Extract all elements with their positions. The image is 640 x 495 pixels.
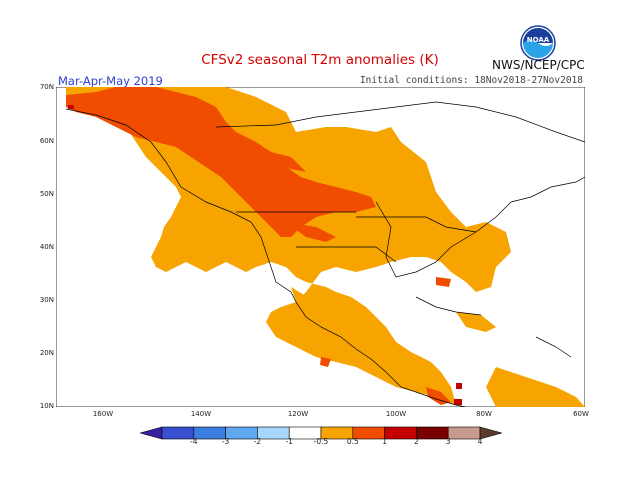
lon-label-120w: 120W — [287, 410, 309, 418]
agency-label: NWS/NCEP/CPC — [492, 58, 585, 72]
colorbar-tick-label: 2 — [414, 437, 419, 446]
colorbar-seg-highest — [479, 426, 502, 440]
lat-label-20n: 20N — [39, 349, 54, 357]
colorbar-tick-label: -1 — [285, 437, 293, 446]
colorbar — [140, 426, 502, 440]
anomaly-region-1-2 — [66, 87, 451, 405]
lon-label-140w: 140W — [190, 410, 212, 418]
initial-conditions-label: Initial conditions: 18Nov2018-27Nov2018 — [359, 75, 583, 86]
lat-label-10n: 10N — [39, 402, 54, 410]
svg-text:NOAA: NOAA — [527, 36, 550, 44]
lat-label-50n: 50N — [39, 190, 54, 198]
map-title: CFSv2 seasonal T2m anomalies (K) — [201, 52, 439, 68]
colorbar-tick-label: -2 — [253, 437, 262, 446]
anomaly-region-2-3 — [68, 105, 462, 405]
colorbar-tick-label: 0.5 — [346, 437, 359, 446]
colorbar-tick-label: -0.5 — [313, 437, 329, 446]
colorbar-tick-label: 3 — [445, 437, 451, 446]
lon-label-100w: 100W — [385, 410, 407, 418]
lat-label-40n: 40N — [39, 243, 54, 251]
colorbar-seg-lowest — [140, 426, 163, 440]
colorbar-tick-label: 1 — [382, 437, 387, 446]
lat-label-70n: 70N — [39, 83, 54, 91]
lon-label-80w: 80W — [476, 410, 492, 418]
coastlines — [65, 101, 585, 407]
colorbar-tick-label: -4 — [190, 437, 198, 446]
colorbar-tick-label: -3 — [221, 437, 230, 446]
lon-label-160w: 160W — [92, 410, 114, 418]
noaa-logo: NOAA — [520, 25, 556, 61]
season-label: Mar-Apr-May 2019 — [58, 74, 163, 88]
anomaly-map — [56, 87, 585, 407]
colorbar-tick-label: 4 — [477, 437, 483, 446]
lat-label-60n: 60N — [39, 137, 54, 145]
lat-label-30n: 30N — [39, 296, 54, 304]
lon-label-60w: 60W — [573, 410, 589, 418]
